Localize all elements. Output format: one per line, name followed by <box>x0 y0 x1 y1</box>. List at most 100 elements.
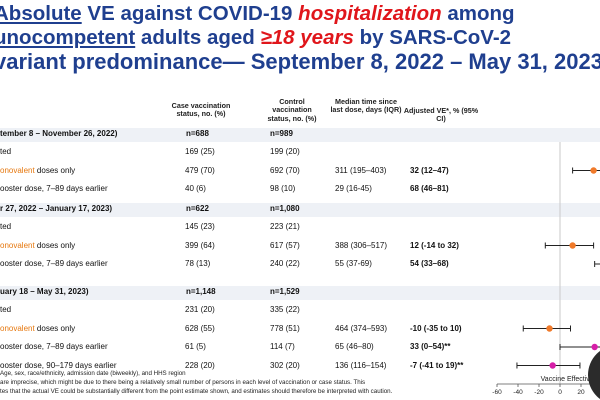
control-count: 335 (22) <box>270 305 300 314</box>
control-count: 302 (20) <box>270 360 300 370</box>
control-count: 617 (57) <box>270 240 300 250</box>
period-label: r 27, 2022 – January 17, 2023) <box>0 204 113 213</box>
header-case: Case vaccination status, no. (%) <box>171 101 231 119</box>
row-label-text: ooster dose, 7–89 days earlier <box>0 184 108 193</box>
title-hospitalization: hospitalization <box>298 2 442 25</box>
row-label-suffix: doses only <box>34 323 76 333</box>
x-tick-label: 0 <box>558 389 562 396</box>
case-count: 169 (25) <box>185 147 215 156</box>
row-label-text: ooster dose, 90–179 days earlier <box>0 360 117 370</box>
row-label-highlight: onovalent <box>0 323 35 333</box>
footnote-1: Age, sex, race/ethnicity, admission date… <box>0 370 186 377</box>
adjusted-ve: 54 (33–68) <box>410 259 449 268</box>
control-count: 98 (10) <box>270 184 296 193</box>
median-days: 464 (374–593) <box>335 323 388 333</box>
row-label: onovalent doses only <box>0 241 75 250</box>
x-tick-label: -40 <box>513 389 523 396</box>
header-median: Median time since last dose, days (IQR) <box>330 97 402 115</box>
x-tick-label: -20 <box>534 389 544 396</box>
case-total: n=622 <box>186 204 209 213</box>
title-against: against COVID-19 <box>114 2 299 25</box>
control-count: 223 (21) <box>270 222 300 231</box>
row-label-highlight: onovalent <box>0 165 35 175</box>
row-label: ted <box>0 222 11 231</box>
row-label: ooster dose, 7–89 days earlier <box>0 342 108 351</box>
title-ve: VE <box>81 2 115 25</box>
control-count: 778 (51) <box>270 323 300 333</box>
adjusted-ve: 32 (12–47) <box>410 165 449 175</box>
row-label-text: ted <box>0 222 12 231</box>
title-age: ≥18 years <box>260 26 354 49</box>
case-count: 231 (20) <box>185 305 215 314</box>
title-among: among <box>441 2 515 25</box>
case-count: 61 (5) <box>185 342 206 351</box>
ve-point <box>546 325 553 332</box>
row-label: ooster dose, 90–179 days earlier <box>0 361 117 370</box>
case-count: 479 (70) <box>185 165 215 175</box>
control-total: n=1,080 <box>270 204 300 213</box>
median-days: 29 (16-45) <box>335 184 372 193</box>
adjusted-ve: 33 (0–54)** <box>410 342 451 351</box>
ve-point <box>569 242 576 249</box>
title-line-2: unocompetent adults aged ≥18 years by SA… <box>0 26 600 50</box>
control-count: 240 (22) <box>270 259 300 268</box>
row-label-text: ooster dose, 7–89 days earlier <box>0 342 108 351</box>
row-label-text: ted <box>0 147 12 156</box>
adjusted-ve: -7 (-41 to 19)** <box>410 360 464 370</box>
median-days: 55 (37-69) <box>335 259 372 268</box>
row-label: onovalent doses only <box>0 324 75 333</box>
median-days: 311 (195–403) <box>335 165 387 175</box>
row-label-highlight: onovalent <box>0 240 35 250</box>
period-label: uary 18 – May 31, 2023) <box>0 287 89 296</box>
header-ve: Adjusted VE*, % (95% CI) <box>403 106 479 124</box>
case-count: 399 (64) <box>185 240 215 250</box>
case-count: 145 (23) <box>185 222 215 231</box>
control-total: n=989 <box>270 129 293 138</box>
row-label: ooster dose, 7–89 days earlier <box>0 259 108 268</box>
footnote-3: tes that the actual VE could be substant… <box>0 388 393 395</box>
row-label-text: ooster dose, 7–89 days earlier <box>0 259 108 268</box>
control-count: 114 (7) <box>270 342 295 351</box>
section-band-3 <box>0 286 600 300</box>
case-count: 628 (55) <box>185 323 215 333</box>
period-label: tember 8 – November 26, 2022) <box>0 129 118 138</box>
row-label: ooster dose, 7–89 days earlier <box>0 184 108 193</box>
x-tick-label: 20 <box>577 389 585 396</box>
adjusted-ve: 12 (-14 to 32) <box>410 240 459 250</box>
median-days: 388 (306–517) <box>335 240 388 250</box>
row-label: onovalent doses only <box>0 166 75 175</box>
case-total: n=688 <box>186 129 209 138</box>
slide-title: Absolute VE against COVID-19 hospitaliza… <box>0 2 600 74</box>
footnote-2: are imprecise, which might be due to the… <box>0 379 366 386</box>
title-adults: adults aged <box>135 26 261 49</box>
decorative-circle <box>588 351 600 399</box>
title-line-3: variant predominance— September 8, 2022 … <box>0 49 600 74</box>
row-label: ted <box>0 147 11 156</box>
median-days: 65 (46–80) <box>335 342 374 351</box>
row-label-text: ted <box>0 305 12 314</box>
section-band-1 <box>0 128 600 142</box>
case-total: n=1,148 <box>186 287 216 296</box>
median-days: 136 (116–154) <box>335 360 387 370</box>
case-count: 228 (20) <box>185 360 215 370</box>
control-count: 692 (70) <box>270 165 300 175</box>
ve-point <box>590 167 597 174</box>
title-immunocompetent: unocompetent <box>0 26 136 49</box>
control-count: 199 (20) <box>270 147 300 156</box>
row-label: ted <box>0 305 11 314</box>
x-axis-label: Vaccine Effectiveness (%) <box>541 376 600 383</box>
title-line-1: Absolute VE against COVID-19 hospitaliza… <box>0 2 600 26</box>
adjusted-ve: 68 (46–81) <box>410 184 449 193</box>
control-total: n=1,529 <box>270 287 300 296</box>
row-label-suffix: doses only <box>34 240 76 250</box>
title-variant: by SARS-CoV-2 <box>353 26 512 49</box>
section-band-2 <box>0 203 600 217</box>
case-count: 40 (6) <box>185 184 206 193</box>
x-tick-label: -60 <box>492 389 502 396</box>
adjusted-ve: -10 (-35 to 10) <box>410 323 462 333</box>
row-label-suffix: doses only <box>34 165 76 175</box>
ve-point <box>549 362 556 369</box>
header-control: Control vaccination status, no. (%) <box>267 97 317 123</box>
ve-point <box>591 343 598 351</box>
